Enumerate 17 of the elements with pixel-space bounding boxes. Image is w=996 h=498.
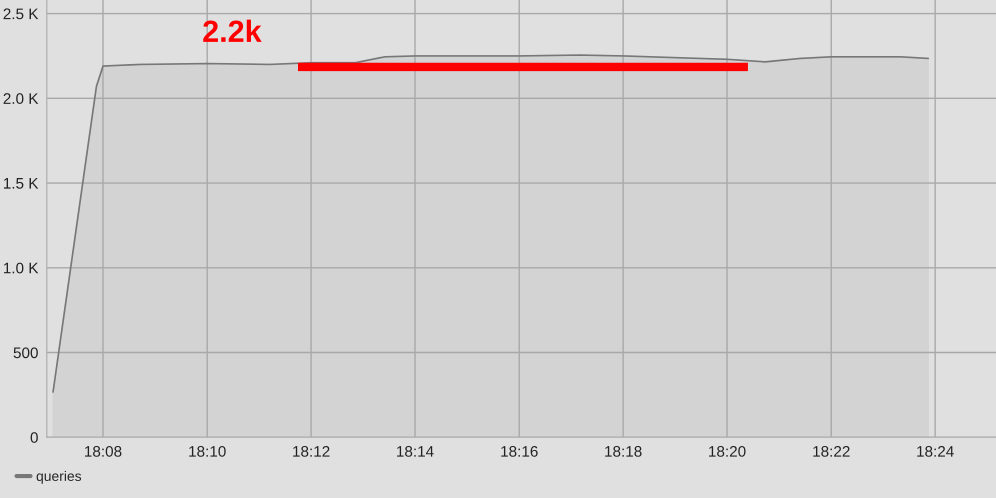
x-tick-label: 18:12 <box>293 446 330 457</box>
x-tick-label: 18:24 <box>917 446 954 457</box>
y-tick-label: 2.5 K <box>4 8 38 20</box>
x-tick-label: 18:14 <box>397 446 434 457</box>
y-tick-label: 0 <box>30 432 38 443</box>
y-tick-label: 1.0 K <box>4 262 38 274</box>
x-tick-label: 18:22 <box>813 446 850 457</box>
y-tick-label: 2.0 K <box>4 93 38 104</box>
x-tick-label: 18:20 <box>709 446 746 457</box>
legend-label: queries <box>36 470 82 484</box>
annotation: 2.2k <box>203 20 262 42</box>
x-tick-label: 18:18 <box>605 446 642 457</box>
y-tick-label: 500 <box>14 347 38 358</box>
x-tick-label: 18:08 <box>85 446 122 457</box>
x-tick-label: 18:10 <box>189 446 226 457</box>
x-tick-label: 18:16 <box>501 446 538 457</box>
y-tick-label: 1.5 K <box>4 178 38 189</box>
